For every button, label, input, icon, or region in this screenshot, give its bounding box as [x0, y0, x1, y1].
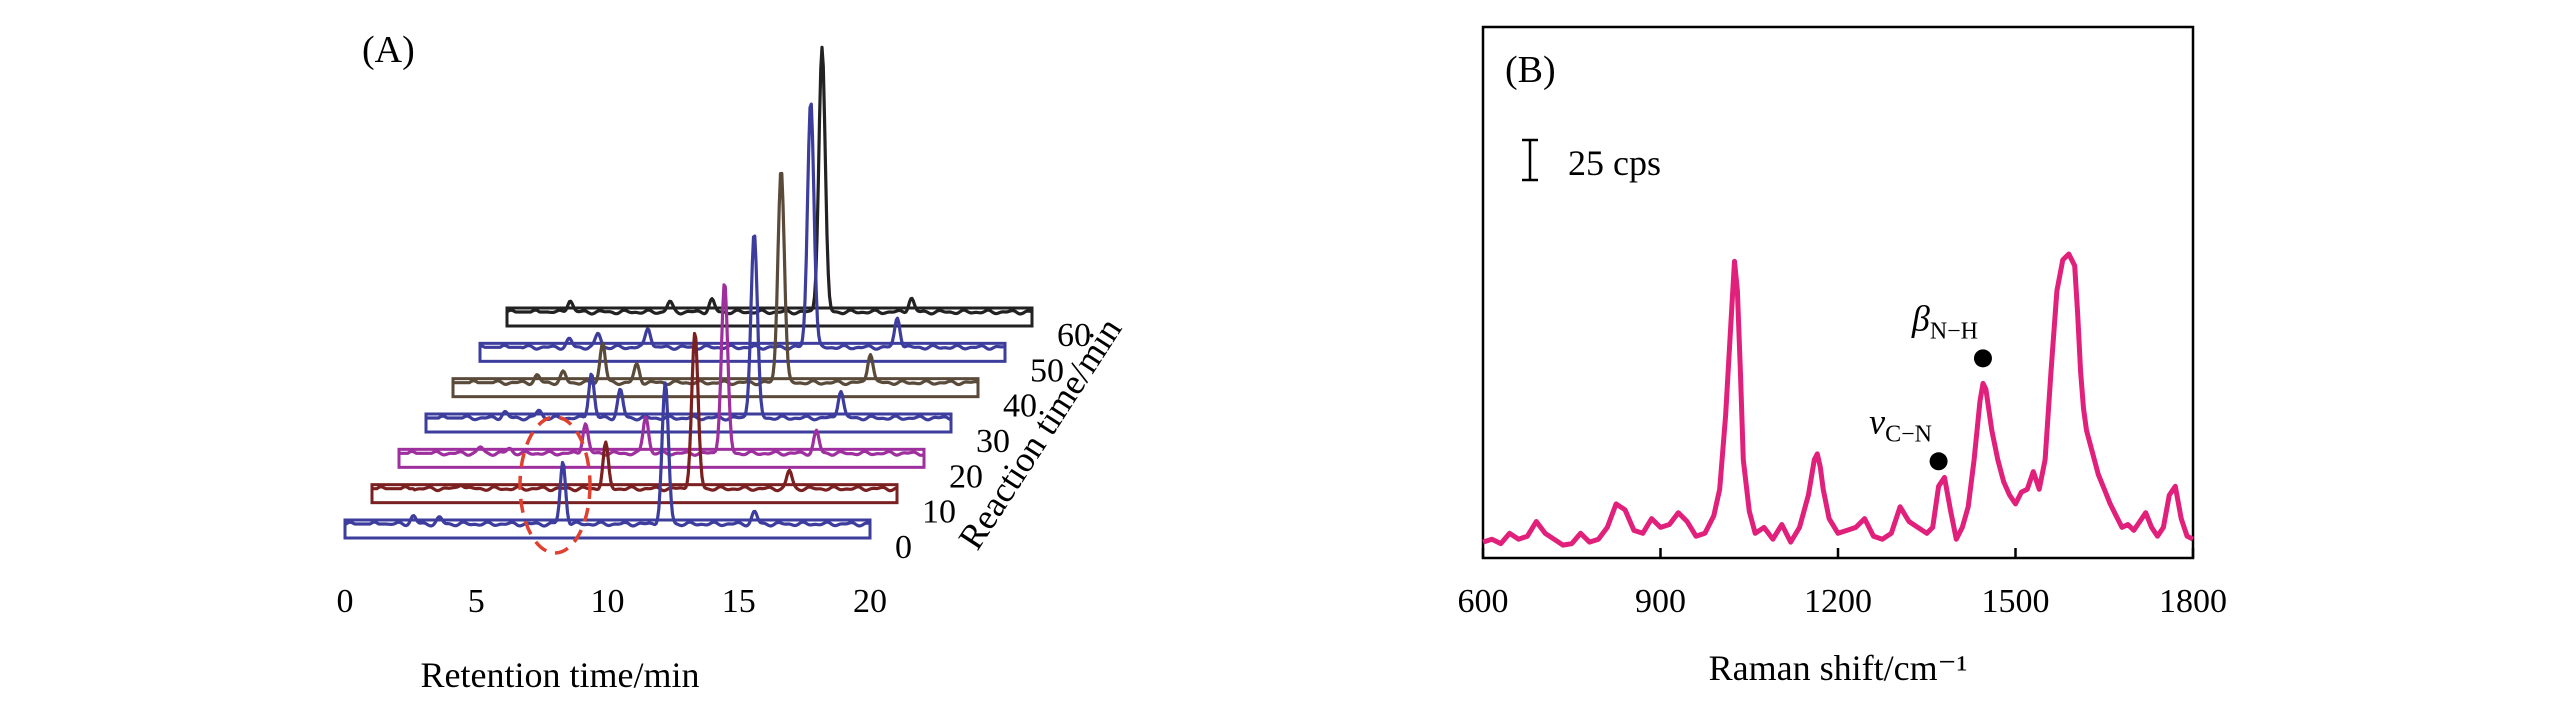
z-tick-label: 10 [922, 494, 956, 531]
x-tick-label: 20 [853, 583, 887, 620]
z-tick-label: 40 [1003, 388, 1037, 425]
x-tick-label: 1800 [2159, 583, 2227, 620]
trace-0min [343, 381, 872, 540]
trace-30min [424, 234, 953, 434]
highlight-ellipse [518, 415, 592, 555]
x-tick-label: 15 [722, 583, 756, 620]
z-tick-label: 20 [949, 458, 983, 495]
trace-line [452, 171, 979, 387]
panel-a-x-ticks: 0 5 10 15 20 [337, 583, 888, 620]
x-tick-label: 1500 [1982, 583, 2050, 620]
x-tick-label: 600 [1458, 583, 1509, 620]
x-tick-label: 0 [337, 583, 354, 620]
trace-line [506, 45, 1033, 316]
trace-10min [370, 331, 899, 505]
panel-a-x-axis-label: Retention time/min [421, 655, 700, 695]
z-tick-label: 60 [1057, 317, 1091, 354]
panel-b-label: (B) [1505, 49, 1556, 91]
peak-marker-dot [1973, 349, 1992, 368]
panel-b-x-ticks: 600 900 1200 1500 1800 [1458, 548, 2227, 620]
trace-line [344, 381, 871, 528]
trace-40min [451, 171, 980, 399]
scale-bar-label: 25 cps [1568, 143, 1661, 183]
panel-b-x-axis-label: Raman shift/cm⁻¹ [1709, 648, 1968, 688]
x-tick-label: 5 [468, 583, 485, 620]
z-tick-label: 0 [895, 529, 912, 566]
trace-50min [478, 102, 1007, 363]
z-tick-label: 50 [1030, 352, 1064, 389]
panel-b-raman-spectrum: (B) 25 cps 600 900 1200 1500 1800 vC−N βN−H R… [1458, 25, 2227, 688]
panel-a-traces [343, 45, 1034, 540]
x-tick-label: 10 [591, 583, 625, 620]
x-tick-label: 1200 [1804, 583, 1872, 620]
peak-annotation-label: βN−H [1911, 298, 1978, 344]
scale-bar [1522, 138, 1538, 182]
trace-line [479, 102, 1006, 351]
trace-line [371, 331, 898, 493]
trace-60min [505, 45, 1034, 328]
peak-annotation-label: vC−N [1869, 401, 1932, 447]
trace-frame [478, 341, 1007, 363]
panel-b-frame [1481, 25, 2195, 560]
raman-spectrum-line [1482, 251, 2195, 548]
trace-line [425, 234, 952, 422]
peak-marker-dot [1929, 452, 1948, 471]
x-tick-label: 900 [1635, 583, 1686, 620]
z-tick-label: 30 [976, 423, 1010, 460]
panel-a-label: (A) [362, 29, 415, 71]
